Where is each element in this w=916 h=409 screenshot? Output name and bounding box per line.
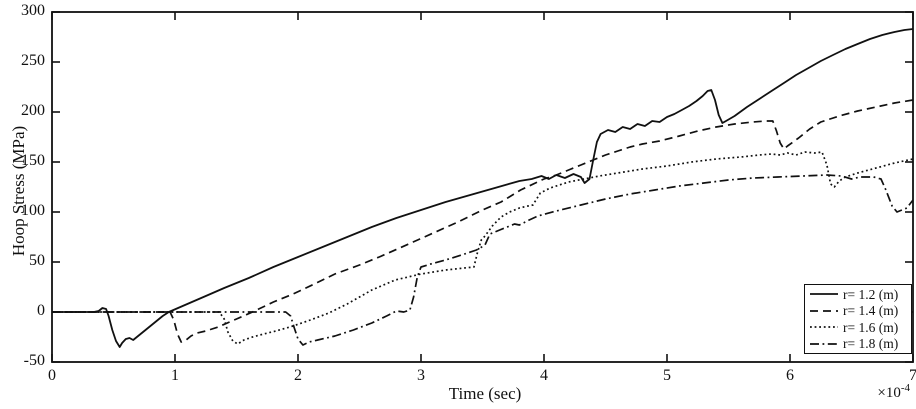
legend-item-r12: r= 1.2 (m) [809,286,911,302]
legend-label-r18: r= 1.8 (m) [843,336,899,351]
x-tick-label: 3 [417,367,425,384]
y-tick-label: 0 [37,302,45,319]
series-line-r14 [52,99,914,343]
y-tick-label: 200 [21,102,45,119]
series-line-r12 [52,28,914,348]
y-tick-label: 250 [21,52,45,69]
x-tick-label: 1 [171,367,179,384]
legend-item-r14: r= 1.4 (m) [809,303,911,319]
multiplier-exponent: -4 [900,382,910,394]
legend-line-sample-solid [810,293,838,296]
x-tick-label: 0 [48,367,56,384]
legend-line-sample-dashdot [810,342,838,345]
x-tick-label: 5 [663,367,671,384]
legend: r= 1.2 (m) r= 1.4 (m) r= 1.6 (m) r= 1.8 (m) [804,284,912,354]
y-tick-label: 100 [21,202,45,219]
x-axis-exponent-multiplier: ×10-4 [877,382,910,402]
series-line-r16 [52,151,914,345]
y-tick-label: 300 [21,2,45,19]
legend-item-r16: r= 1.6 (m) [809,319,911,335]
y-tick-label: 50 [29,252,45,269]
multiplier-base: ×10 [877,385,901,401]
y-tick-label: 150 [21,152,45,169]
x-tick-label: 6 [786,367,794,384]
x-tick-label: 2 [294,367,302,384]
legend-item-r18: r= 1.8 (m) [809,336,911,352]
series-line-r18 [52,174,914,346]
axes-box [51,11,914,363]
x-tick-label: 4 [540,367,548,384]
legend-line-sample-dashed [810,309,838,312]
y-tick-label: -50 [23,352,45,369]
legend-label-r14: r= 1.4 (m) [843,303,899,318]
x-tick-label: 7 [909,367,916,384]
legend-label-r12: r= 1.2 (m) [843,286,899,302]
legend-label-r16: r= 1.6 (m) [843,319,899,335]
legend-line-sample-dotted [810,326,838,329]
x-axis-title: Time (sec) [448,384,522,403]
